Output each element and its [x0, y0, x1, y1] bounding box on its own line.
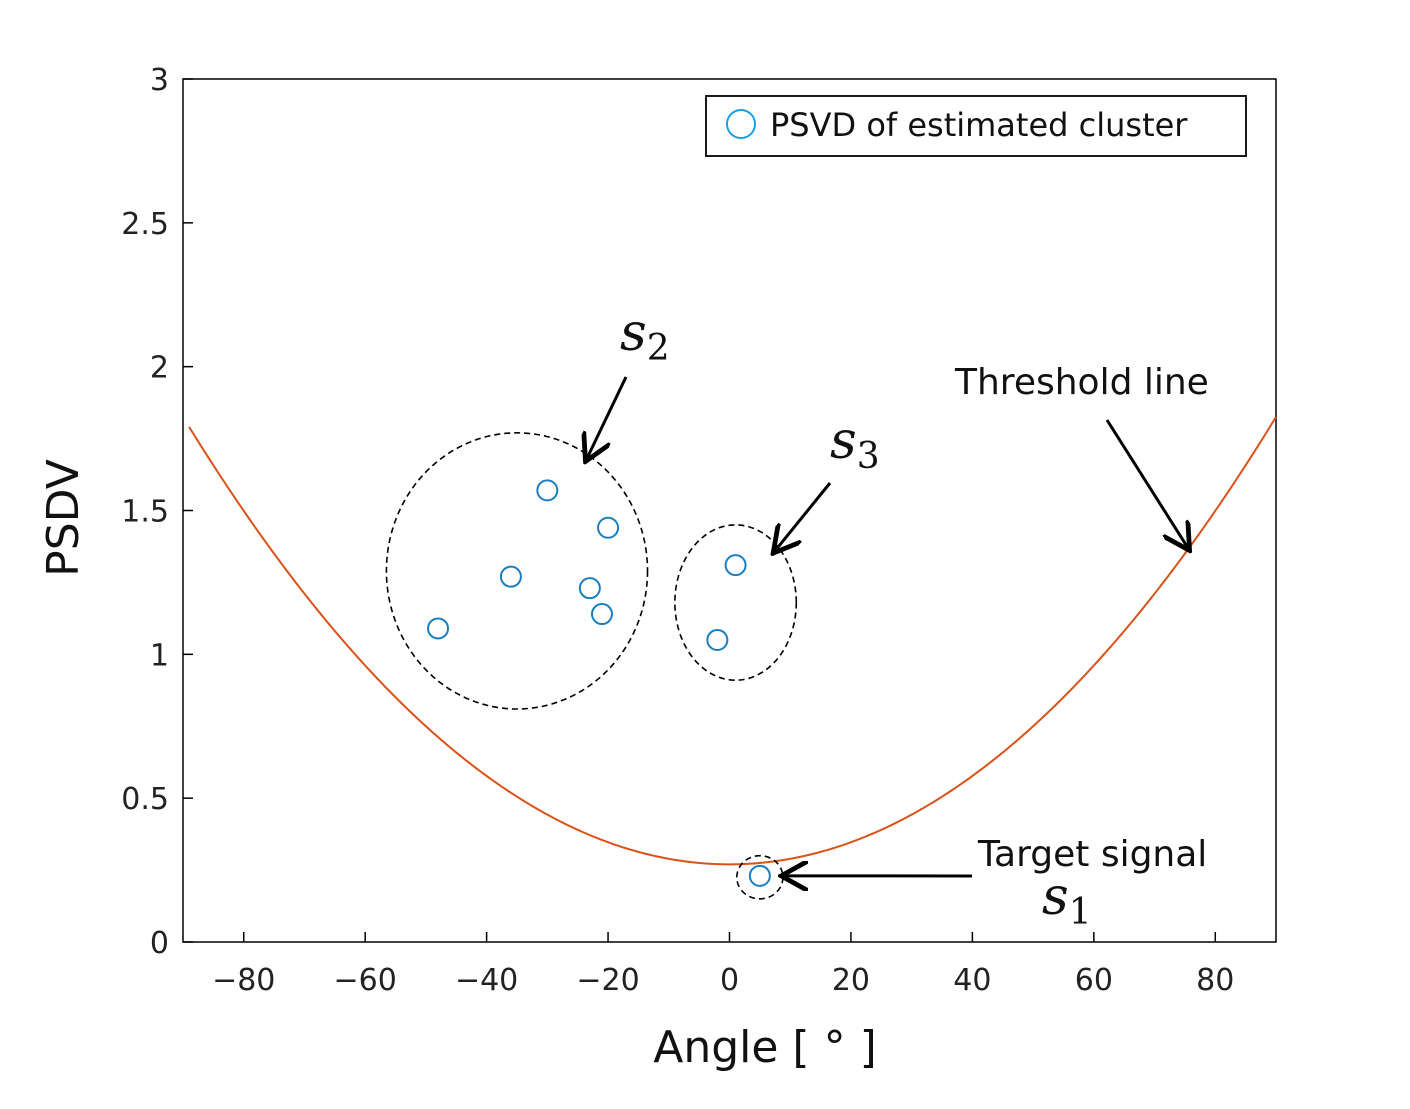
x-tick-label: −20 [576, 963, 639, 998]
cluster-s3-label: s3 [830, 411, 880, 477]
x-tick-label: 60 [1075, 963, 1113, 998]
x-tick-label: 40 [953, 963, 991, 998]
x-tick-label: −40 [455, 963, 518, 998]
cluster-s3-ellipse [674, 524, 798, 682]
annotation-arrows [587, 376, 1188, 876]
legend-box [705, 95, 1247, 157]
legend-entry-label: PSVD of estimated cluster [770, 106, 1188, 144]
cluster-s1-label: s1 [1042, 867, 1092, 933]
cluster-s2-ellipse [385, 432, 649, 710]
annotation-arrow [587, 376, 628, 459]
y-tick-label: 1.5 [121, 495, 169, 530]
data-point [597, 516, 620, 539]
legend-marker-icon [726, 109, 756, 139]
data-point [499, 565, 522, 588]
plot-area [182, 78, 1277, 943]
x-tick-label: −80 [212, 963, 275, 998]
data-point [590, 603, 613, 626]
y-axis-title: PSDV [38, 459, 89, 577]
annotation-arrow [775, 482, 832, 551]
threshold-line [188, 416, 1277, 866]
legend: PSVD of estimated cluster [705, 95, 1247, 157]
annotation-arrow [1105, 419, 1188, 548]
threshold-line-label: Threshold line [954, 362, 1209, 403]
y-tick-label: 2.5 [121, 207, 169, 242]
cluster-s2-label: s2 [620, 303, 670, 369]
y-tick-label: 1 [150, 638, 169, 673]
target-signal-label: Target signal [977, 834, 1207, 875]
y-axis-ticks: 0 0.5 1 1.5 2 2.5 3 [121, 63, 193, 961]
x-tick-label: 20 [832, 963, 870, 998]
y-tick-label: 3 [150, 63, 169, 98]
x-axis-ticks: −80 −60 −40 −20 0 20 40 60 80 [212, 932, 1234, 998]
data-points [427, 479, 771, 887]
x-tick-label: −60 [334, 963, 397, 998]
y-tick-label: 0.5 [121, 782, 169, 817]
data-point [748, 864, 771, 887]
x-tick-label: 80 [1196, 963, 1234, 998]
x-axis-title: Angle [ ° ] [653, 1022, 877, 1073]
x-tick-label: 0 [720, 963, 739, 998]
threshold-curve-layer [188, 416, 1277, 866]
y-tick-label: 0 [150, 926, 169, 961]
data-point [706, 628, 729, 651]
y-tick-label: 2 [150, 351, 169, 386]
data-point [536, 479, 559, 502]
data-point [724, 554, 747, 577]
data-point [427, 617, 450, 640]
data-point [578, 577, 601, 600]
